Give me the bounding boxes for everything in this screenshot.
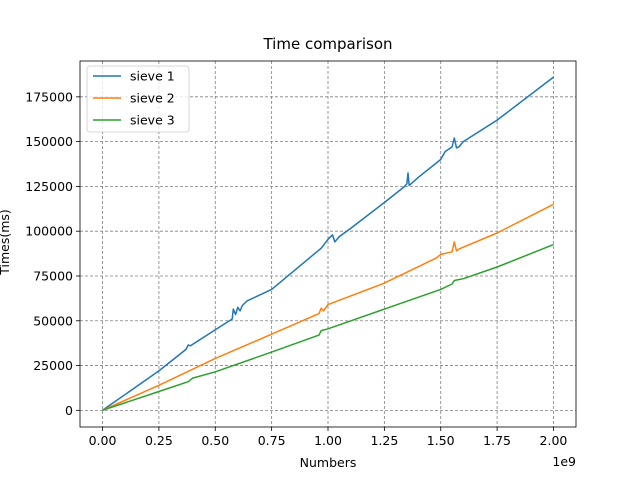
axis-ticks: 0.00 0.25 0.50 0.75 1.00 1.25 1.50 1.75 2.00 0 250… [25, 89, 567, 448]
x-tick-label: 1.00 [314, 433, 342, 448]
y-axis-label: Times(ms) [0, 209, 12, 276]
x-tick-label: 0.75 [258, 433, 286, 448]
grid [80, 61, 576, 427]
x-tick-label: 1.25 [370, 433, 398, 448]
legend-box [86, 65, 190, 133]
x-tick-label: 0.25 [145, 433, 173, 448]
x-axis-offset-label: 1e9 [552, 454, 576, 469]
y-tick-label: 100000 [25, 224, 73, 239]
y-tick-label: 25000 [33, 358, 73, 373]
x-axis-label: Numbers [300, 455, 357, 470]
y-tick-label: 75000 [33, 268, 73, 283]
y-tick-label: 0 [65, 403, 73, 418]
legend-label: sieve 2 [130, 91, 175, 106]
legend-label: sieve 1 [130, 69, 175, 84]
x-tick-label: 0.50 [201, 433, 229, 448]
series-line-1 [102, 76, 554, 411]
y-tick-label: 175000 [25, 89, 73, 104]
x-tick-label: 2.00 [540, 433, 568, 448]
series-line-2 [102, 203, 554, 411]
y-tick-label: 50000 [33, 313, 73, 328]
legend-label: sieve 3 [130, 113, 175, 128]
x-tick-label: 1.50 [427, 433, 455, 448]
legend: sieve 1 sieve 2 sieve 3 [86, 65, 190, 133]
y-tick-label: 150000 [25, 134, 73, 149]
x-tick-label: 0.00 [89, 433, 117, 448]
y-tick-label: 125000 [25, 179, 73, 194]
series-line-3 [102, 243, 554, 412]
x-tick-label: 1.75 [483, 433, 511, 448]
series-lines [102, 76, 554, 412]
chart-title: Time comparison [262, 35, 392, 53]
